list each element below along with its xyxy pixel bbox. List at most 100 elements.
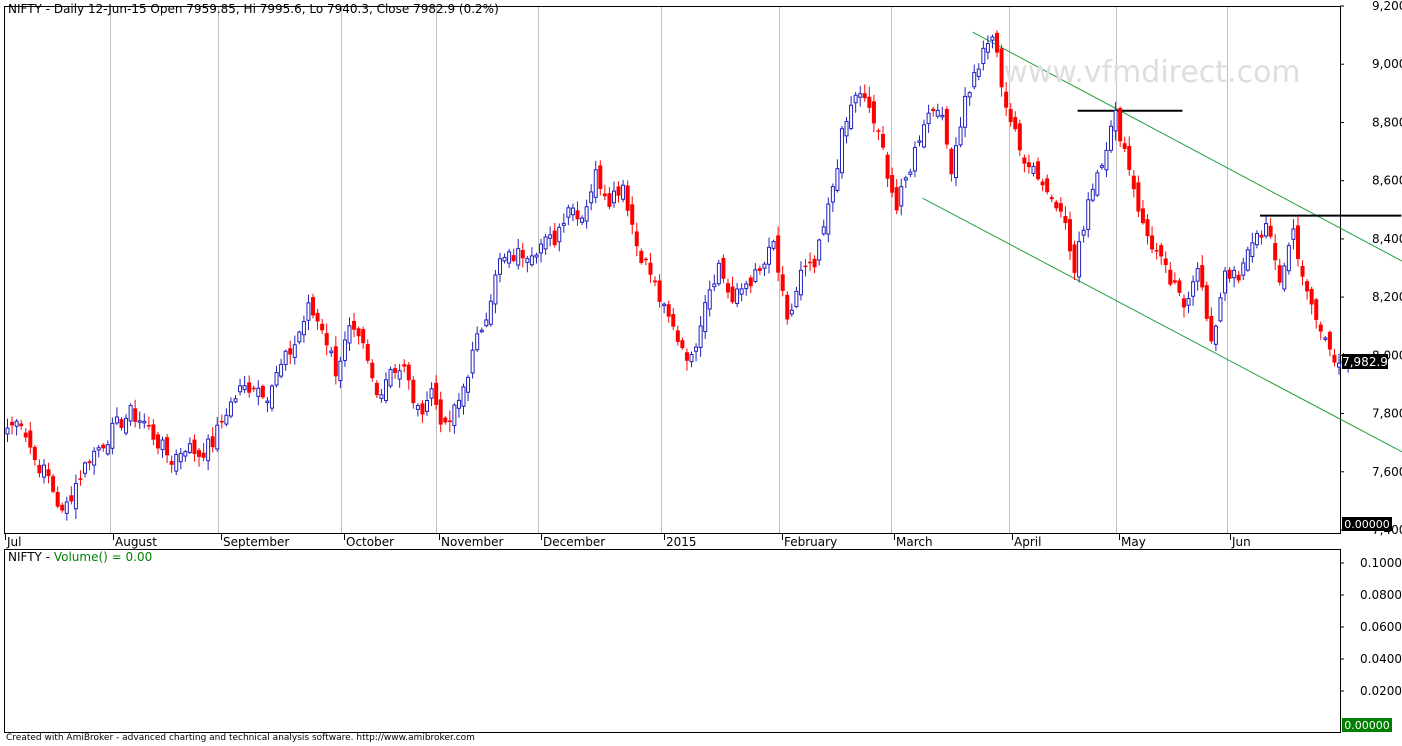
candle-body	[338, 360, 343, 382]
candle-body	[370, 362, 375, 379]
candle-up	[1104, 142, 1109, 178]
candle-up	[1195, 262, 1200, 291]
candle-down	[1159, 242, 1164, 265]
candle-body	[849, 104, 854, 129]
candle-down	[1209, 307, 1214, 344]
x-tick-label: Jul	[6, 535, 21, 549]
candle-down	[1067, 211, 1072, 260]
candle-body	[794, 290, 799, 308]
candle-down	[776, 226, 781, 282]
candle-body	[429, 388, 434, 399]
candle-body	[201, 452, 206, 458]
last-value-badge: 7,982.9	[1342, 355, 1388, 369]
candle-up	[926, 104, 931, 133]
candle-down	[434, 375, 439, 410]
candle-down	[155, 431, 160, 455]
candle-up	[397, 364, 402, 388]
candle-up	[1031, 162, 1036, 177]
candle-up	[215, 416, 220, 452]
candle-up	[798, 261, 803, 301]
channel-lower	[922, 197, 1402, 453]
candle-down	[949, 147, 954, 182]
candle-body	[634, 231, 639, 247]
candle-body	[192, 439, 197, 454]
candle-down	[748, 275, 753, 294]
candle-up	[92, 447, 97, 475]
candle-up	[292, 335, 297, 365]
candle-body	[256, 387, 261, 397]
candle-body	[725, 283, 730, 293]
candle-down	[411, 376, 416, 409]
candle-body	[698, 325, 703, 348]
candle-body	[985, 43, 990, 53]
candle-body	[917, 140, 922, 143]
candle-down	[867, 86, 872, 114]
candle-body	[1195, 268, 1200, 282]
candle-up	[1337, 353, 1342, 375]
candle-body	[1209, 315, 1214, 342]
candle-down	[101, 443, 106, 452]
candle-body	[561, 222, 566, 226]
candle-body	[757, 268, 762, 271]
candle-body	[580, 217, 585, 223]
candle-body	[1254, 233, 1259, 246]
candle-up	[935, 103, 940, 119]
candle-up	[689, 351, 694, 368]
candle-down	[55, 486, 60, 509]
candle-body	[420, 403, 425, 415]
candle-body	[1181, 298, 1186, 308]
candle-body	[1277, 265, 1282, 283]
candle-body	[288, 348, 293, 355]
candle-body	[689, 353, 694, 363]
candle-up	[265, 397, 270, 413]
candle-body	[1049, 197, 1054, 200]
candle-up	[1245, 246, 1250, 272]
candle-up	[794, 286, 799, 309]
candle-down	[1314, 297, 1319, 329]
candle-body	[1145, 219, 1150, 237]
candle-down	[1181, 294, 1186, 318]
candle-down	[639, 248, 644, 265]
candle-body	[1140, 208, 1145, 224]
candle-body	[703, 302, 708, 333]
candle-up	[539, 238, 544, 263]
candle-body	[1268, 225, 1273, 237]
candle-down	[324, 323, 329, 356]
candle-down	[210, 427, 215, 453]
candle-body	[1309, 289, 1314, 305]
candle-body	[602, 193, 607, 197]
price-zero-badge: 0.00000	[1344, 518, 1390, 531]
y-tick-label: 9,000	[1372, 57, 1402, 71]
candle-body	[1318, 324, 1323, 332]
candle-body	[1058, 203, 1063, 212]
candle-body	[456, 399, 461, 409]
candle-up	[557, 223, 562, 252]
candle-up	[963, 87, 968, 138]
candle-body	[839, 128, 844, 174]
candle-down	[684, 348, 689, 371]
candle-down	[19, 419, 24, 430]
candle-body	[953, 145, 958, 179]
candle-body	[10, 421, 15, 426]
candle-down	[37, 459, 42, 478]
candle-body	[1004, 91, 1009, 108]
candle-up	[1109, 120, 1114, 153]
candle-body	[1264, 223, 1269, 237]
candle-down	[607, 187, 612, 210]
candle-down	[1131, 170, 1136, 198]
candle-body	[402, 364, 407, 367]
candle-body	[995, 32, 1000, 53]
candle-body	[1186, 298, 1191, 306]
candle-up	[269, 384, 274, 412]
watermark: www.vfmdirect.com	[1003, 55, 1300, 90]
candle-body	[730, 286, 735, 303]
candle-up	[383, 372, 388, 404]
candle-down	[630, 196, 635, 235]
candle-up	[1191, 275, 1196, 306]
candle-body	[434, 382, 439, 405]
candle-body	[1172, 280, 1177, 283]
candle-body	[543, 236, 548, 250]
candle-up	[238, 378, 243, 396]
candle-body	[1314, 299, 1319, 320]
candle-down	[370, 359, 375, 382]
